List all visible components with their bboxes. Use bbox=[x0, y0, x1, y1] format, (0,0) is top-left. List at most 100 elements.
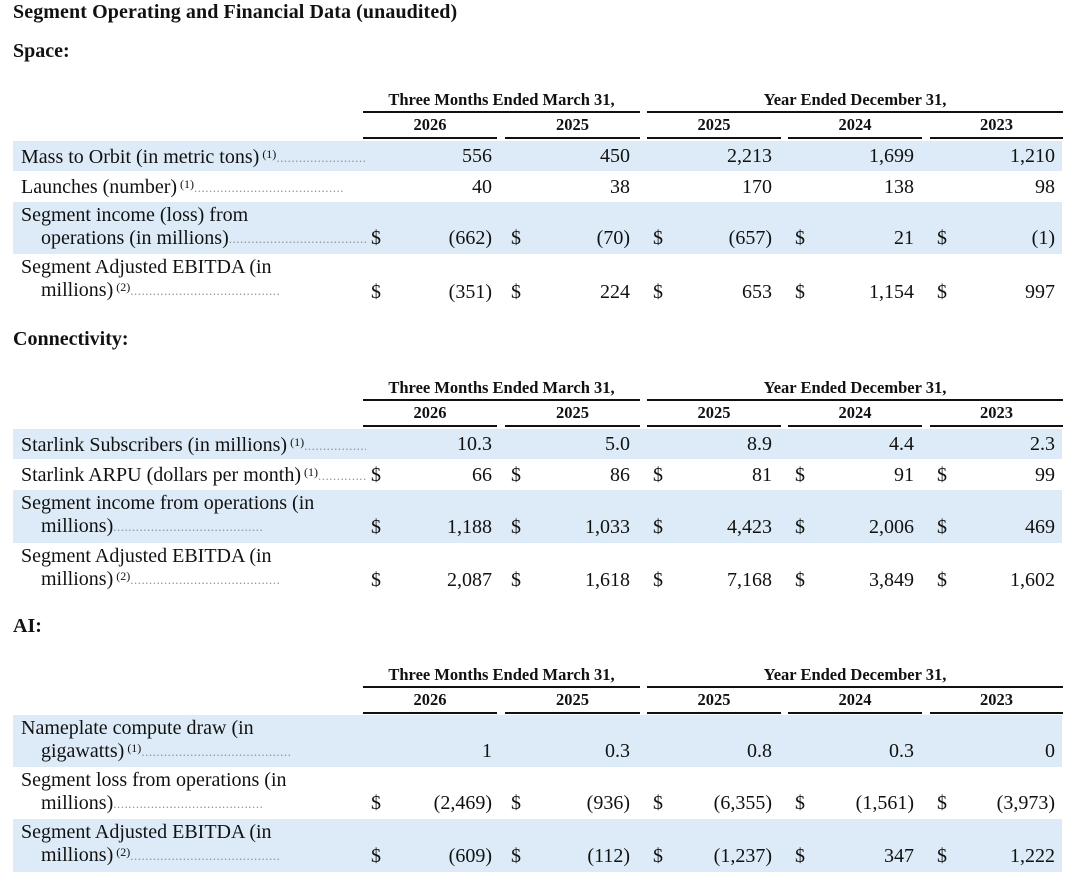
currency-symbol: $ bbox=[371, 569, 381, 591]
section-title: AI: bbox=[13, 615, 42, 637]
year-rule bbox=[788, 425, 922, 427]
currency-symbol: $ bbox=[511, 845, 521, 867]
row-label: Starlink ARPU (dollars per month) (1)....… bbox=[21, 464, 366, 487]
table-row: Mass to Orbit (in metric tons) (1).......… bbox=[13, 141, 1062, 171]
value-cell: (1) bbox=[1031, 227, 1055, 249]
row-label-text: Nameplate compute draw (in bbox=[21, 717, 254, 739]
row-label-text: millions) bbox=[41, 515, 114, 537]
footnote-marker: (2) bbox=[116, 845, 131, 859]
currency-symbol: $ bbox=[511, 464, 521, 486]
table-row: Segment income from operations (in millio… bbox=[13, 490, 1062, 543]
row-label-line: Segment Adjusted EBITDA (in bbox=[21, 545, 366, 568]
period-header: Three Months Ended March 31, bbox=[388, 378, 615, 397]
leader-dots: ........................................ bbox=[317, 468, 366, 483]
year-rule bbox=[930, 137, 1063, 139]
section-title: Connectivity: bbox=[13, 328, 129, 350]
value-cell: 556 bbox=[462, 145, 492, 167]
currency-symbol: $ bbox=[937, 792, 947, 814]
year-header: 2023 bbox=[980, 403, 1013, 422]
row-label-line: millions)...............................… bbox=[21, 792, 366, 815]
row-label-text: Segment Adjusted EBITDA (in bbox=[21, 821, 272, 843]
row-label-text: Mass to Orbit (in metric tons) bbox=[21, 146, 260, 168]
value-cell: 1,618 bbox=[585, 569, 630, 591]
currency-symbol: $ bbox=[653, 281, 663, 303]
period-header: Year Ended December 31, bbox=[763, 378, 947, 397]
value-cell: (662) bbox=[448, 227, 492, 249]
currency-symbol: $ bbox=[795, 281, 805, 303]
row-label-text: Starlink Subscribers (in millions) bbox=[21, 434, 288, 456]
value-cell: 1,154 bbox=[869, 281, 914, 303]
leader-dots: ........................................ bbox=[304, 438, 366, 453]
value-cell: 0.3 bbox=[889, 740, 914, 762]
value-cell: 40 bbox=[472, 176, 492, 198]
value-cell: 347 bbox=[884, 845, 914, 867]
header-rule bbox=[363, 686, 640, 688]
year-header: 2025 bbox=[697, 403, 731, 422]
currency-symbol: $ bbox=[937, 227, 947, 249]
table-row: Starlink Subscribers (in millions) (1)...… bbox=[13, 429, 1062, 459]
currency-symbol: $ bbox=[511, 569, 521, 591]
value-cell: 2,213 bbox=[727, 145, 772, 167]
header-rule bbox=[647, 686, 1063, 688]
value-cell: (2,469) bbox=[433, 792, 492, 814]
row-label-line: gigawatts) (1)...........................… bbox=[21, 740, 366, 763]
value-cell: 1,210 bbox=[1010, 145, 1055, 167]
value-cell: 450 bbox=[600, 145, 630, 167]
currency-symbol: $ bbox=[937, 516, 947, 538]
value-cell: 469 bbox=[1025, 516, 1055, 538]
table-row: Segment income (loss) from operations (in… bbox=[13, 202, 1062, 254]
currency-symbol: $ bbox=[653, 516, 663, 538]
row-label-text: millions) bbox=[41, 844, 114, 866]
value-cell: 1,699 bbox=[869, 145, 914, 167]
footnote-marker: (1) bbox=[303, 465, 318, 479]
value-cell: 170 bbox=[742, 176, 772, 198]
footnote-marker: (1) bbox=[180, 177, 195, 191]
currency-symbol: $ bbox=[795, 516, 805, 538]
value-cell: (936) bbox=[586, 792, 630, 814]
leader-dots: ........................................ bbox=[113, 519, 264, 534]
period-header: Three Months Ended March 31, bbox=[388, 665, 615, 684]
row-label-text: millions) bbox=[41, 792, 114, 814]
row-label: Segment income from operations (in millio… bbox=[21, 492, 366, 538]
value-cell: 4,423 bbox=[727, 516, 772, 538]
value-cell: (1,237) bbox=[713, 845, 772, 867]
currency-symbol: $ bbox=[795, 845, 805, 867]
value-cell: 997 bbox=[1025, 281, 1055, 303]
row-label-text: Segment income from operations (in bbox=[21, 492, 315, 514]
currency-symbol: $ bbox=[937, 845, 947, 867]
currency-symbol: $ bbox=[653, 845, 663, 867]
footnote-marker: (1) bbox=[262, 147, 277, 161]
currency-symbol: $ bbox=[937, 569, 947, 591]
year-rule bbox=[505, 425, 640, 427]
value-cell: 224 bbox=[600, 281, 630, 303]
row-label-line: Starlink Subscribers (in millions) (1)...… bbox=[21, 434, 366, 457]
value-cell: (657) bbox=[728, 227, 772, 249]
currency-symbol: $ bbox=[511, 281, 521, 303]
table-row: Segment Adjusted EBITDA (in millions) (2).… bbox=[13, 254, 1062, 308]
value-cell: 3,849 bbox=[869, 569, 914, 591]
year-header: 2023 bbox=[980, 690, 1013, 709]
currency-symbol: $ bbox=[371, 845, 381, 867]
period-header: Three Months Ended March 31, bbox=[388, 90, 615, 109]
value-cell: (3,973) bbox=[996, 792, 1055, 814]
leader-dots: ........................................ bbox=[130, 572, 281, 587]
currency-symbol: $ bbox=[371, 281, 381, 303]
currency-symbol: $ bbox=[371, 516, 381, 538]
year-rule bbox=[788, 712, 922, 714]
value-cell: 91 bbox=[894, 464, 914, 486]
currency-symbol: $ bbox=[795, 464, 805, 486]
value-cell: 4.4 bbox=[889, 433, 914, 455]
row-label-text: Launches (number) bbox=[21, 176, 178, 198]
row-label-text: Segment Adjusted EBITDA (in bbox=[21, 256, 272, 278]
row-label-text: Starlink ARPU (dollars per month) bbox=[21, 464, 301, 486]
value-cell: 10.3 bbox=[457, 433, 492, 455]
value-cell: 1,188 bbox=[447, 516, 492, 538]
year-header: 2026 bbox=[413, 403, 447, 422]
currency-symbol: $ bbox=[937, 464, 947, 486]
currency-symbol: $ bbox=[511, 792, 521, 814]
header-rule bbox=[647, 111, 1063, 113]
row-label-text: Segment loss from operations (in bbox=[21, 769, 287, 791]
row-label-text: operations (in millions) bbox=[41, 227, 229, 249]
value-cell: 1,602 bbox=[1010, 569, 1055, 591]
value-cell: 653 bbox=[742, 281, 772, 303]
